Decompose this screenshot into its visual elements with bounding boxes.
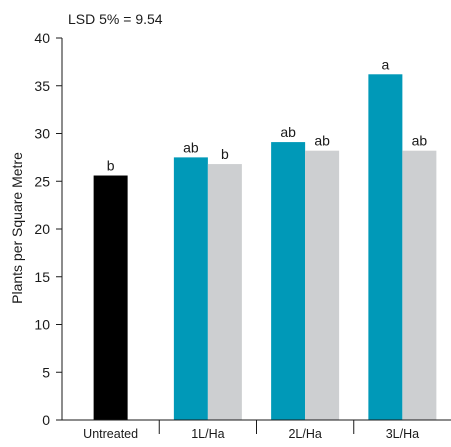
y-axis-ticks: 0 5 10 15 20 25 30 35 40 <box>34 30 62 428</box>
bar-data-label: ab <box>412 133 428 149</box>
x-axis: Untreated 1L/Ha 2L/Ha 3L/Ha <box>62 419 451 441</box>
y-tick-label: 40 <box>34 30 50 46</box>
bar-labels-group: b ab b ab ab a ab <box>107 56 428 173</box>
y-tick-label: 20 <box>34 221 50 237</box>
bar <box>402 150 437 420</box>
bar-data-label: b <box>221 146 229 162</box>
y-axis-title: Plants per Square Metre <box>9 152 25 304</box>
x-category-label: 1L/Ha <box>191 427 224 441</box>
x-category-label: 2L/Ha <box>288 427 321 441</box>
bar <box>271 142 306 420</box>
bar <box>207 164 242 420</box>
y-tick-label: 10 <box>34 317 50 333</box>
chart-title: LSD 5% = 9.54 <box>68 11 163 27</box>
bar-data-label: ab <box>280 124 296 140</box>
bar <box>305 150 340 420</box>
y-tick-label: 25 <box>34 173 50 189</box>
y-tick-label: 5 <box>42 364 50 380</box>
bar <box>93 175 128 420</box>
bar-data-label: ab <box>314 133 330 149</box>
bar-data-label: a <box>381 56 389 72</box>
bars-group <box>93 74 437 420</box>
y-tick-label: 30 <box>34 126 50 142</box>
bar-data-label: ab <box>183 139 199 155</box>
y-tick-label: 0 <box>42 412 50 428</box>
bar <box>173 157 208 420</box>
bar <box>368 74 403 420</box>
x-category-label: Untreated <box>83 427 138 441</box>
y-tick-label: 35 <box>34 78 50 94</box>
bar-data-label: b <box>107 158 115 174</box>
x-category-label: 3L/Ha <box>386 427 419 441</box>
y-tick-label: 15 <box>34 269 50 285</box>
